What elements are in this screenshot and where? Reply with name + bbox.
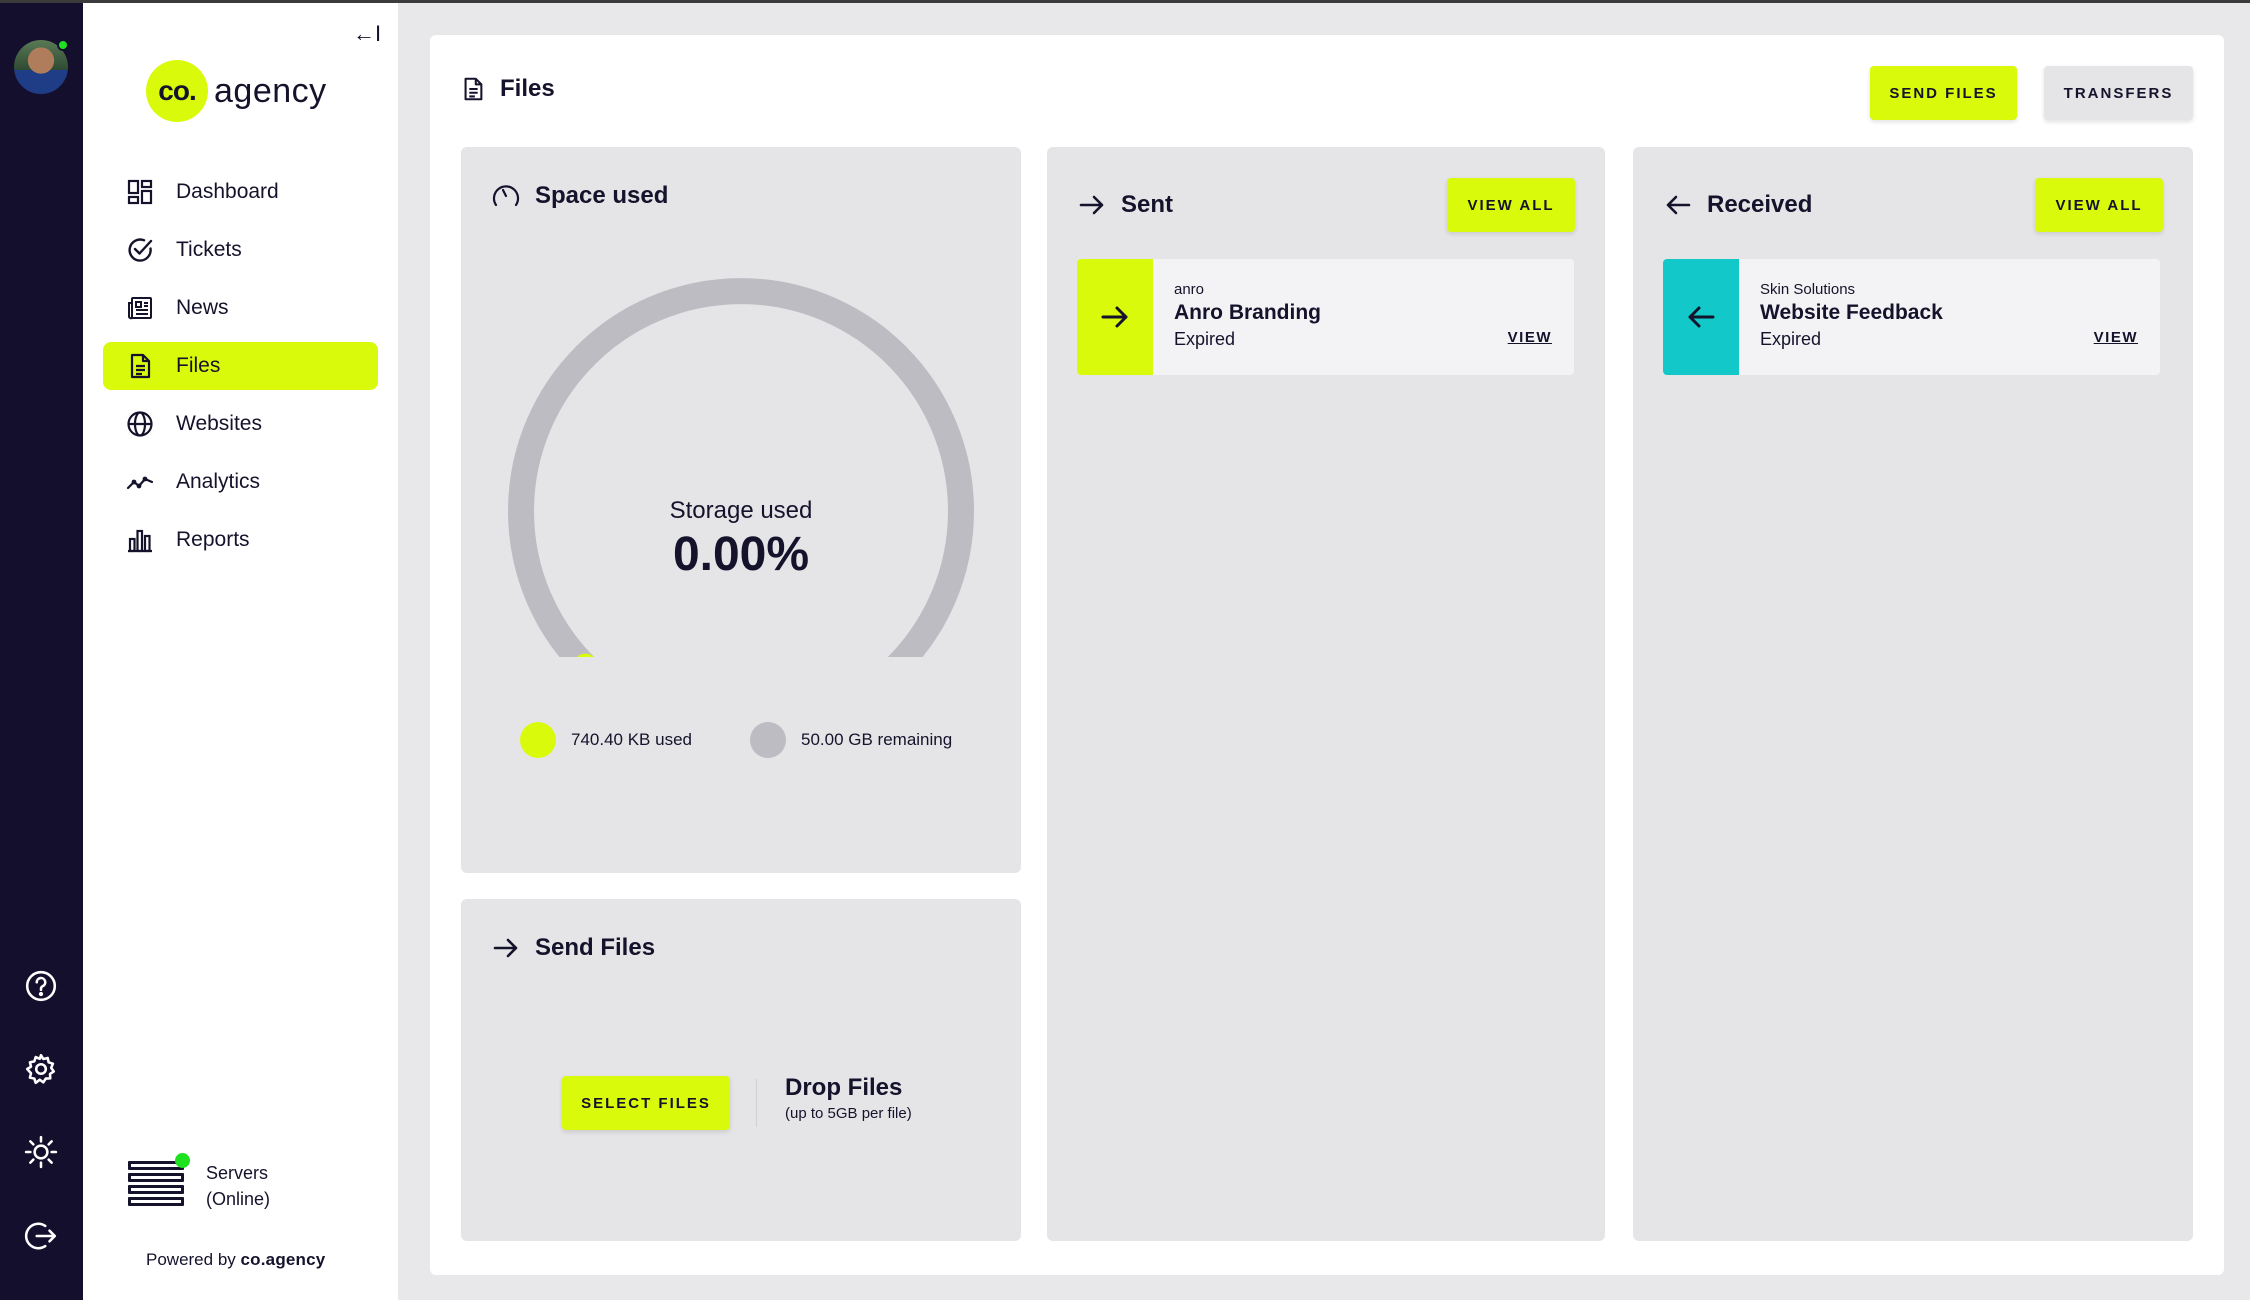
collapse-sidebar-button[interactable]: ←I bbox=[353, 21, 382, 46]
dashboard-icon bbox=[127, 179, 153, 205]
received-transfer-item[interactable]: Skin Solutions Website Feedback Expired … bbox=[1663, 259, 2160, 375]
transfer-view-link[interactable]: VIEW bbox=[1507, 329, 1552, 346]
files-panel: Files SEND FILES TRANSFERS Space used St… bbox=[430, 35, 2224, 1275]
sidebar-item-websites[interactable]: Websites bbox=[103, 400, 378, 448]
powered-by: Powered by co.agency bbox=[146, 1250, 325, 1270]
sidebar-item-reports[interactable]: Reports bbox=[103, 516, 378, 564]
transfers-button[interactable]: TRANSFERS bbox=[2044, 66, 2193, 120]
drop-zone[interactable]: Drop Files (up to 5GB per file) bbox=[785, 1074, 912, 1122]
drop-files-title: Drop Files bbox=[785, 1074, 903, 1101]
icon-rail bbox=[0, 0, 83, 1300]
arrow-left-icon bbox=[1666, 195, 1691, 215]
server-online-dot bbox=[175, 1153, 190, 1168]
divider bbox=[756, 1079, 757, 1127]
settings-icon[interactable] bbox=[22, 1050, 60, 1088]
legend-used-text: 740.40 KB used bbox=[571, 730, 692, 749]
transfer-sender: Skin Solutions bbox=[1760, 281, 1856, 298]
servers-status-text: (Online) bbox=[206, 1189, 271, 1209]
analytics-icon bbox=[126, 476, 154, 490]
legend-used: 740.40 KB used bbox=[520, 722, 692, 758]
select-files-button[interactable]: SELECT FILES bbox=[562, 1076, 730, 1130]
sidebar-item-tickets[interactable]: Tickets bbox=[103, 226, 378, 274]
sidebar-item-label: Analytics bbox=[176, 470, 261, 493]
arrow-left-icon bbox=[1688, 306, 1715, 328]
sidebar-item-label: Reports bbox=[176, 528, 250, 551]
sidebar-item-label: Files bbox=[176, 354, 221, 377]
servers-status: Servers (Online) bbox=[128, 1153, 271, 1212]
gauge-track bbox=[508, 278, 974, 657]
received-title-text: Received bbox=[1707, 191, 1813, 218]
arrow-right-icon bbox=[1079, 195, 1104, 215]
send-files-title-text: Send Files bbox=[535, 934, 656, 961]
server-stack-icon bbox=[128, 1153, 190, 1211]
sidebar-nav: Dashboard Tickets News Files Websites An… bbox=[103, 168, 378, 574]
page-title-text: Files bbox=[500, 75, 555, 102]
page-title: Files bbox=[460, 75, 555, 103]
received-view-all-button[interactable]: VIEW ALL bbox=[2035, 178, 2163, 232]
storage-used-label: Storage used bbox=[669, 497, 813, 524]
transfer-name: Anro Branding bbox=[1174, 301, 1321, 324]
logo-word: agency bbox=[214, 71, 327, 110]
logout-icon[interactable] bbox=[22, 1217, 60, 1255]
gauge-icon bbox=[492, 185, 520, 207]
globe-icon bbox=[127, 411, 153, 437]
transfer-view-link[interactable]: VIEW bbox=[2093, 329, 2138, 346]
legend-remaining: 50.00 GB remaining bbox=[750, 722, 952, 758]
bar-chart-icon bbox=[128, 529, 152, 553]
check-circle-icon bbox=[128, 238, 153, 262]
powered-brand[interactable]: co.agency bbox=[240, 1250, 326, 1269]
legend-remaining-text: 50.00 GB remaining bbox=[801, 730, 953, 749]
sidebar-item-label: Tickets bbox=[176, 238, 242, 261]
drop-files-hint: (up to 5GB per file) bbox=[785, 1105, 912, 1122]
servers-label: Servers bbox=[206, 1163, 269, 1183]
send-files-button[interactable]: SEND FILES bbox=[1870, 66, 2017, 120]
online-status-dot bbox=[57, 39, 69, 51]
transfer-sender: anro bbox=[1174, 281, 1205, 298]
sidebar: ←I co. agency Dashboard Tickets News Fil… bbox=[83, 0, 398, 1300]
transfer-status: Expired bbox=[1760, 329, 1822, 349]
space-used-card: Space used Storage used 0.00% 740.40 KB … bbox=[461, 147, 1021, 873]
window-top-border bbox=[0, 0, 2250, 3]
sidebar-item-label: News bbox=[176, 296, 229, 319]
sidebar-item-label: Websites bbox=[176, 412, 262, 435]
sent-title: Sent bbox=[1077, 190, 1173, 220]
sidebar-item-dashboard[interactable]: Dashboard bbox=[103, 168, 378, 216]
received-title: Received bbox=[1663, 190, 1812, 220]
file-icon bbox=[464, 77, 483, 101]
sidebar-item-news[interactable]: News bbox=[103, 284, 378, 332]
sidebar-item-files[interactable]: Files bbox=[103, 342, 378, 390]
help-icon[interactable] bbox=[22, 967, 60, 1005]
legend-used-swatch bbox=[520, 722, 556, 758]
storage-used-percent: 0.00% bbox=[672, 528, 810, 581]
space-used-title-text: Space used bbox=[535, 182, 669, 209]
logo-badge: co. bbox=[146, 60, 208, 122]
gauge-used-marker bbox=[576, 653, 595, 657]
sidebar-item-label: Dashboard bbox=[176, 180, 279, 203]
space-used-title: Space used bbox=[491, 181, 668, 211]
sent-strip bbox=[1077, 259, 1153, 375]
send-files-card: Send Files SELECT FILES Drop Files (up t… bbox=[461, 899, 1021, 1241]
arrow-right-icon bbox=[1101, 306, 1128, 328]
transfer-name: Website Feedback bbox=[1760, 301, 1943, 324]
powered-prefix: Powered by bbox=[146, 1250, 241, 1269]
sent-transfer-item[interactable]: anro Anro Branding Expired VIEW bbox=[1077, 259, 1574, 375]
file-icon bbox=[130, 353, 151, 379]
sent-view-all-button[interactable]: VIEW ALL bbox=[1447, 178, 1575, 232]
received-card: Received VIEW ALL Skin Solutions Website… bbox=[1633, 147, 2193, 1241]
sidebar-item-analytics[interactable]: Analytics bbox=[103, 458, 378, 506]
transfer-status: Expired bbox=[1174, 329, 1236, 349]
storage-gauge bbox=[508, 278, 974, 657]
arrow-right-icon bbox=[493, 938, 518, 958]
received-strip bbox=[1663, 259, 1739, 375]
send-files-title: Send Files bbox=[491, 933, 655, 963]
logo[interactable]: co. agency bbox=[146, 60, 327, 122]
newspaper-icon bbox=[128, 297, 152, 320]
theme-sun-icon[interactable] bbox=[22, 1133, 60, 1171]
legend-remaining-swatch bbox=[750, 722, 786, 758]
sent-title-text: Sent bbox=[1121, 191, 1174, 218]
sent-card: Sent VIEW ALL anro Anro Branding Expired… bbox=[1047, 147, 1605, 1241]
